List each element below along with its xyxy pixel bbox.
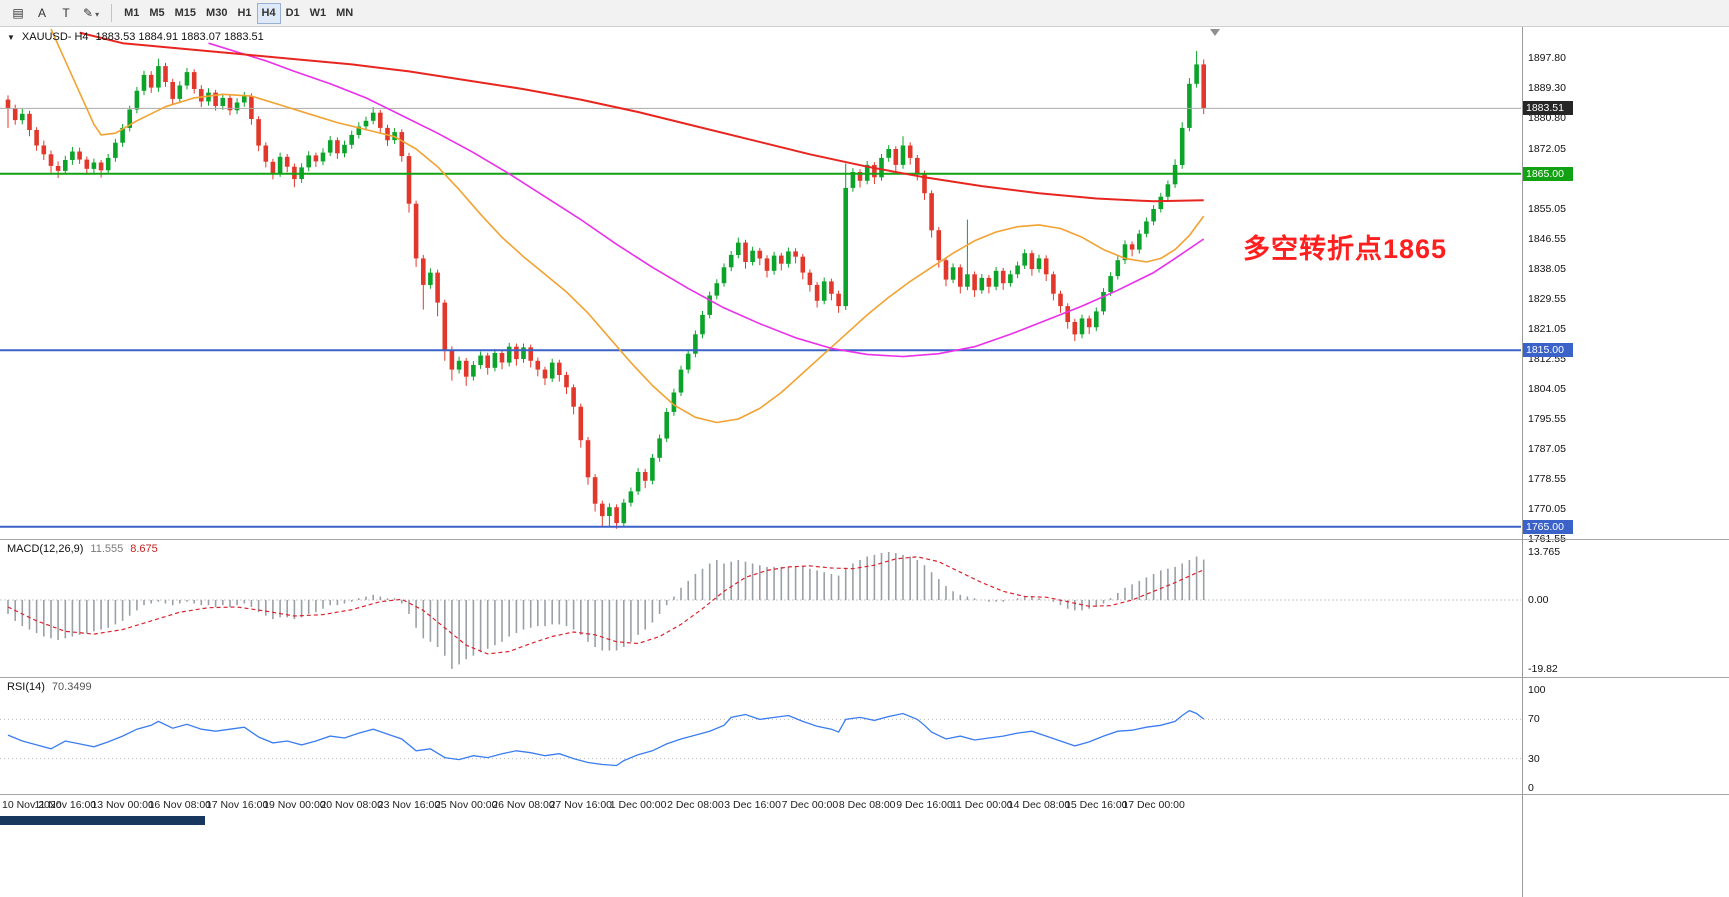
price-axis-label: 1795.55 bbox=[1528, 412, 1566, 425]
dropdown-caret-icon: ▾ bbox=[95, 10, 100, 19]
timeframe-button-h1[interactable]: H1 bbox=[232, 3, 256, 24]
time-axis-label: 15 Dec 16:00 bbox=[1065, 799, 1128, 811]
time-axis-label: 27 Nov 16:00 bbox=[549, 799, 613, 811]
time-axis-label: 25 Nov 00:00 bbox=[434, 799, 498, 811]
rsi-panel-title: RSI(14) 70.3499 bbox=[7, 681, 92, 693]
rsi-value: 70.3499 bbox=[51, 681, 92, 693]
horizontal-lines bbox=[0, 107, 1521, 528]
rsi-axis-label: 0 bbox=[1528, 782, 1534, 794]
rsi-axis-label: 70 bbox=[1528, 713, 1540, 726]
rsi-line bbox=[7, 709, 1205, 767]
time-axis-label: 3 Dec 16:00 bbox=[724, 799, 781, 811]
time-axis-label: 7 Dec 00:00 bbox=[781, 799, 839, 811]
macd-label: MACD(12,26,9) bbox=[7, 543, 84, 555]
charts-list-icon[interactable]: ▤ bbox=[6, 3, 30, 24]
time-axis-label: 8 Dec 08:00 bbox=[838, 799, 896, 811]
cursor-tool-icon[interactable]: A bbox=[30, 3, 54, 24]
price-axis: 1897.80 1889.30 1880.80 1872.05 1855.05 1846.… bbox=[1522, 27, 1729, 897]
price-axis-label: 1872.05 bbox=[1528, 142, 1566, 155]
macd-axis-label: -19.82 bbox=[1528, 663, 1558, 675]
macd-main-value: 11.555 bbox=[90, 543, 124, 555]
time-axis-label: 17 Dec 00:00 bbox=[1122, 799, 1185, 811]
timeframe-button-m15[interactable]: M15 bbox=[170, 3, 201, 24]
price-axis-label: 1846.55 bbox=[1528, 232, 1566, 245]
macd-panel-title: MACD(12,26,9) 11.555 8.675 bbox=[7, 543, 158, 555]
timeframe-button-d1[interactable]: D1 bbox=[281, 3, 305, 24]
timeframe-button-m30[interactable]: M30 bbox=[201, 3, 232, 24]
time-axis-label: 1 Dec 00:00 bbox=[609, 799, 667, 811]
time-axis-label: 11 Nov 16:00 bbox=[34, 799, 97, 811]
panel-separator bbox=[1523, 539, 1729, 540]
rsi-axis-label: 100 bbox=[1528, 684, 1546, 696]
chart-ohlc-values: 1883.53 1884.91 1883.07 1883.51 bbox=[95, 31, 264, 43]
toolbar-separator bbox=[111, 4, 113, 22]
rsi-axis-label: 30 bbox=[1528, 752, 1540, 765]
timeframe-button-w1[interactable]: W1 bbox=[305, 3, 332, 24]
timeframe-button-mn[interactable]: MN bbox=[331, 3, 358, 24]
time-axis-label: 23 Nov 16:00 bbox=[377, 799, 441, 811]
price-badge: 1765.00 bbox=[1523, 519, 1573, 534]
price-axis-label: 1778.55 bbox=[1528, 472, 1566, 485]
price-axis-label: 1829.55 bbox=[1528, 292, 1566, 305]
price-axis-label: 1770.05 bbox=[1528, 502, 1566, 515]
chart-canvas[interactable] bbox=[0, 27, 1522, 795]
chart-symbol-period: XAUUSD- H4 bbox=[21, 31, 89, 43]
time-axis-label: 13 Nov 00:00 bbox=[91, 799, 154, 811]
chart-shift-marker-icon[interactable] bbox=[1210, 29, 1220, 36]
time-axis-label: 26 Nov 08:00 bbox=[492, 799, 555, 811]
macd-panel bbox=[0, 552, 1521, 669]
text-tool-icon[interactable]: T bbox=[54, 3, 78, 24]
time-axis-label: 17 Nov 16:00 bbox=[205, 799, 269, 811]
price-badge: 1815.00 bbox=[1523, 343, 1573, 358]
time-axis-label: 14 Dec 08:00 bbox=[1007, 799, 1071, 811]
time-axis-label: 2 Dec 08:00 bbox=[667, 799, 724, 811]
ma-mid-magenta bbox=[208, 42, 1205, 358]
symbol-marker-icon: ▼ bbox=[7, 32, 15, 42]
timeframe-button-h4[interactable]: H4 bbox=[256, 2, 281, 24]
time-axis-label: 11 Dec 00:00 bbox=[950, 799, 1013, 811]
draw-tools-icon[interactable]: ✎ ▾ bbox=[78, 3, 104, 24]
timeframes-group: M1 M5 M15 M30 H1 H4 D1 W1 MN bbox=[119, 2, 358, 24]
panel-separator bbox=[1523, 794, 1729, 795]
chart-area: ▼ XAUUSD- H4 1883.53 1884.91 1883.07 188… bbox=[0, 27, 1729, 897]
chart-annotation-text: 多空转折点1865 bbox=[1243, 234, 1448, 264]
toolbar: ▤ A T ✎ ▾ M1 M5 M15 M30 H1 H4 D1 W1 MN bbox=[0, 0, 1729, 27]
price-axis-label: 1838.05 bbox=[1528, 262, 1566, 275]
toolbar-tools-group: ▤ A T ✎ ▾ bbox=[6, 3, 104, 24]
price-axis-label: 1804.05 bbox=[1528, 382, 1566, 395]
time-axis-label: 9 Dec 16:00 bbox=[896, 799, 953, 811]
candlesticks bbox=[5, 50, 1206, 529]
ma-slow-red bbox=[79, 31, 1204, 203]
timeframe-button-m1[interactable]: M1 bbox=[119, 3, 144, 24]
ma-fast-orange bbox=[50, 28, 1205, 424]
time-axis-label: 16 Nov 08:00 bbox=[148, 799, 212, 811]
price-badge: 1865.00 bbox=[1523, 166, 1573, 181]
price-axis-label: 1897.80 bbox=[1528, 52, 1566, 64]
price-axis-label: 1787.05 bbox=[1528, 442, 1566, 455]
time-axis-label: 20 Nov 08:00 bbox=[320, 799, 383, 811]
macd-axis-label: 13.765 bbox=[1528, 546, 1561, 559]
panel-separator bbox=[1523, 677, 1729, 678]
timeframe-button-m5[interactable]: M5 bbox=[144, 3, 169, 24]
macd-signal-value: 8.675 bbox=[130, 543, 158, 555]
price-badge: 1883.51 bbox=[1523, 101, 1573, 116]
macd-signal-line bbox=[7, 556, 1204, 655]
price-axis-label: 1889.30 bbox=[1528, 82, 1566, 94]
price-axis-label: 1821.05 bbox=[1528, 322, 1566, 335]
price-axis-label: 1761.55 bbox=[1528, 532, 1566, 545]
time-axis-label: 19 Nov 00:00 bbox=[263, 799, 326, 811]
price-axis-label: 1855.05 bbox=[1528, 202, 1566, 215]
rsi-label: RSI(14) bbox=[7, 681, 45, 693]
time-axis-label: 10 Nov 2020 bbox=[2, 799, 62, 811]
bottom-bar bbox=[0, 816, 205, 825]
macd-histogram bbox=[7, 552, 1205, 669]
rsi-panel bbox=[0, 709, 1521, 767]
time-axis: 10 Nov 2020 11 Nov 16:00 13 Nov 00:00 16 No… bbox=[0, 795, 1522, 817]
macd-axis-label: 0.00 bbox=[1528, 594, 1549, 606]
chart-title: ▼ XAUUSD- H4 1883.53 1884.91 1883.07 188… bbox=[7, 31, 264, 43]
